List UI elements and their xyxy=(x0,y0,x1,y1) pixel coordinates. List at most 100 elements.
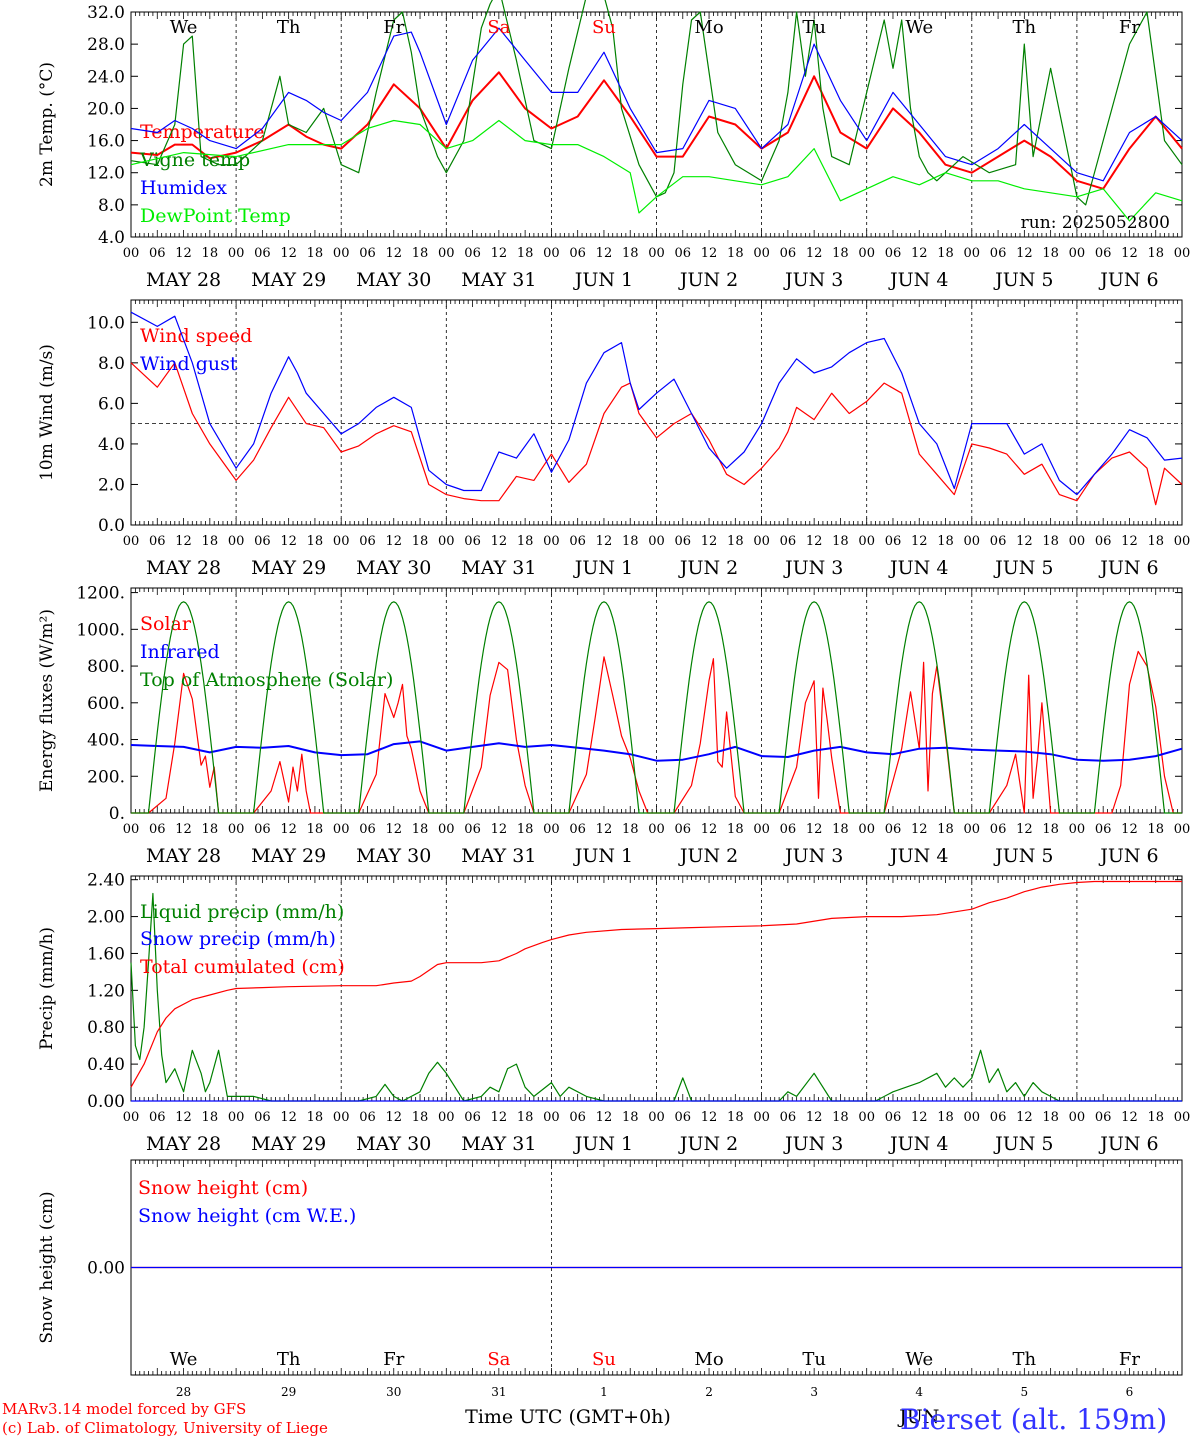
x-day-label: JUN 6 xyxy=(1098,845,1158,867)
x-day-number: 31 xyxy=(491,1385,506,1399)
x-hour-label: 06 xyxy=(464,1110,481,1125)
x-hour-label: 18 xyxy=(307,822,324,837)
x-hour-label: 12 xyxy=(280,246,297,261)
y-tick-label: 1000. xyxy=(76,620,125,640)
weekday-label: We xyxy=(170,17,198,38)
x-hour-label: 18 xyxy=(517,534,534,549)
x-hour-label: 12 xyxy=(175,246,192,261)
x-day-number: 2 xyxy=(705,1385,713,1399)
x-hour-label: 12 xyxy=(1016,822,1033,837)
x-hour-label: 00 xyxy=(1174,246,1191,261)
x-hour-label: 06 xyxy=(464,246,481,261)
x-hour-label: 00 xyxy=(543,1110,560,1125)
x-hour-label: 18 xyxy=(202,246,219,261)
x-hour-label: 18 xyxy=(307,246,324,261)
x-hour-label: 06 xyxy=(990,246,1007,261)
x-hour-label: 12 xyxy=(806,822,823,837)
x-hour-label: 06 xyxy=(149,246,166,261)
x-hour-label: 12 xyxy=(911,822,928,837)
x-day-label: JUN 2 xyxy=(678,557,738,579)
x-hour-label: 00 xyxy=(964,246,981,261)
x-day-label: JUN 3 xyxy=(783,1133,843,1155)
x-day-label: JUN 2 xyxy=(678,269,738,291)
x-hour-label: 12 xyxy=(1121,1110,1138,1125)
x-hour-label: 12 xyxy=(806,246,823,261)
x-hour-label: 18 xyxy=(202,1110,219,1125)
x-hour-label: 18 xyxy=(412,534,429,549)
y-tick-label: 8.0 xyxy=(98,354,125,374)
x-hour-label: 00 xyxy=(228,534,245,549)
weekday-label: Th xyxy=(277,17,301,38)
x-hour-label: 12 xyxy=(701,822,718,837)
weekday-label: Tu xyxy=(802,1349,826,1370)
y-tick-label: 2.00 xyxy=(87,908,125,928)
x-hour-label: 18 xyxy=(937,246,954,261)
x-hour-label: 06 xyxy=(254,534,271,549)
y-axis-title: Precip (mm/h) xyxy=(37,927,57,1050)
x-hour-label: 18 xyxy=(832,1110,849,1125)
y-tick-label: 32.0 xyxy=(87,3,125,23)
x-hour-label: 18 xyxy=(727,822,744,837)
x-day-label: JUN 5 xyxy=(993,845,1053,867)
x-hour-label: 00 xyxy=(753,534,770,549)
x-day-label: JUN 3 xyxy=(783,845,843,867)
x-hour-label: 18 xyxy=(727,1110,744,1125)
run-label: run: 2025052800 xyxy=(1021,213,1170,233)
x-day-label: MAY 30 xyxy=(356,269,431,291)
y-tick-label: 1.20 xyxy=(87,981,125,1001)
x-hour-label: 12 xyxy=(596,246,613,261)
x-hour-label: 00 xyxy=(648,1110,665,1125)
x-hour-label: 12 xyxy=(385,246,402,261)
weekday-label: Sa xyxy=(487,1349,510,1370)
x-hour-label: 06 xyxy=(569,534,586,549)
copyright-credit: (c) Lab. of Climatology, University of L… xyxy=(2,1419,328,1437)
x-hour-label: 06 xyxy=(675,822,692,837)
weekday-label: Fr xyxy=(1119,17,1140,38)
x-hour-label: 06 xyxy=(359,1110,376,1125)
x-hour-label: 00 xyxy=(228,822,245,837)
x-hour-label: 12 xyxy=(280,534,297,549)
x-hour-label: 12 xyxy=(1121,534,1138,549)
x-day-number: 1 xyxy=(600,1385,608,1399)
x-day-label: MAY 31 xyxy=(461,557,536,579)
x-hour-label: 00 xyxy=(753,1110,770,1125)
x-day-label: JUN 2 xyxy=(678,845,738,867)
x-hour-label: 06 xyxy=(780,822,797,837)
x-hour-label: 00 xyxy=(1069,534,1086,549)
legend-humidex: Humidex xyxy=(140,177,227,199)
x-hour-label: 00 xyxy=(543,534,560,549)
x-day-label: JUN 4 xyxy=(888,557,948,579)
x-day-label: JUN 3 xyxy=(783,557,843,579)
weekday-label: Th xyxy=(277,1349,301,1370)
x-hour-label: 00 xyxy=(1069,1110,1086,1125)
x-hour-label: 00 xyxy=(964,822,981,837)
x-hour-label: 18 xyxy=(517,1110,534,1125)
x-hour-label: 00 xyxy=(123,246,140,261)
x-hour-label: 06 xyxy=(569,1110,586,1125)
x-hour-label: 06 xyxy=(359,534,376,549)
x-day-label: JUN 4 xyxy=(888,269,948,291)
x-hour-label: 06 xyxy=(675,1110,692,1125)
x-hour-label: 12 xyxy=(491,822,508,837)
x-hour-label: 18 xyxy=(832,822,849,837)
legend-dewpoint-temp: DewPoint Temp xyxy=(140,205,291,227)
x-day-label: MAY 29 xyxy=(251,1133,326,1155)
x-day-label: JUN 2 xyxy=(678,1133,738,1155)
x-day-number: 3 xyxy=(810,1385,818,1399)
x-hour-label: 06 xyxy=(464,534,481,549)
y-tick-label: 600. xyxy=(87,694,125,714)
y-tick-label: 0.80 xyxy=(87,1018,125,1038)
x-hour-label: 18 xyxy=(727,246,744,261)
x-day-label: JUN 5 xyxy=(993,557,1053,579)
x-hour-label: 18 xyxy=(1147,822,1164,837)
x-hour-label: 06 xyxy=(569,246,586,261)
series-top-of-atmosphere-solar xyxy=(131,601,1182,814)
legend-solar: Solar xyxy=(140,613,192,635)
x-hour-label: 06 xyxy=(990,822,1007,837)
y-tick-label: 2.40 xyxy=(87,871,125,891)
x-hour-label: 00 xyxy=(123,822,140,837)
x-hour-label: 18 xyxy=(412,1110,429,1125)
x-hour-label: 12 xyxy=(1121,822,1138,837)
weekday-label: Mo xyxy=(694,17,723,38)
x-day-label: JUN 5 xyxy=(993,269,1053,291)
